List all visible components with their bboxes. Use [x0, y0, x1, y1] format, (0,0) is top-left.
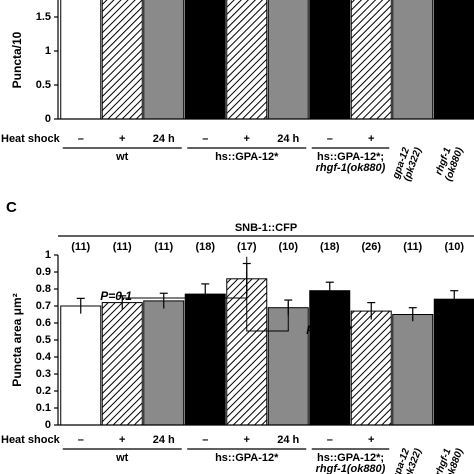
- heat-shock-label: +: [119, 133, 125, 145]
- group-label: hs::GPA-12*;: [317, 151, 384, 163]
- count-label: (11): [154, 241, 173, 253]
- heat-shock-label: 24 h: [153, 434, 175, 446]
- y-tick-label: 0.3: [36, 368, 51, 380]
- heat-shock-label: 24 h: [277, 434, 299, 446]
- bracket: [246, 272, 289, 332]
- bar: [226, 0, 268, 120]
- bar: [184, 0, 226, 120]
- heat-shock-label: +: [119, 434, 125, 446]
- count-label: (17): [237, 241, 257, 253]
- heat-shock-label: +: [368, 133, 374, 145]
- group-label: hs::GPA-12*: [215, 151, 279, 163]
- y-tick-label: 0.5: [36, 79, 51, 91]
- y-tick-label: 1: [45, 45, 51, 57]
- count-label: (18): [195, 241, 215, 253]
- heat-shock-label: –: [202, 434, 208, 446]
- bar: [392, 0, 434, 120]
- bar: [309, 290, 351, 426]
- heat-shock-label: –: [78, 133, 84, 145]
- heat-shock-label: –: [202, 133, 208, 145]
- bar: [60, 0, 102, 120]
- y-tick-label: 0.6: [36, 317, 51, 329]
- bar: [392, 314, 434, 426]
- row-label: Heat shock: [1, 434, 61, 446]
- bar: [101, 302, 143, 426]
- heat-shock-label: –: [327, 434, 333, 446]
- group-label: hs::GPA-12*;: [317, 452, 384, 464]
- heat-shock-label: +: [368, 434, 374, 446]
- bar: [350, 310, 392, 426]
- bar: [143, 300, 185, 426]
- y-axis-label: Puncta area μm²: [10, 293, 24, 386]
- bar: [101, 0, 143, 120]
- y-tick-label: 0: [45, 419, 51, 431]
- bar: [143, 0, 185, 120]
- plot-area: [60, 0, 474, 120]
- group-label: wt: [115, 452, 129, 464]
- chart-title: SNB-1::CFP: [235, 222, 297, 234]
- count-label: (10): [444, 241, 464, 253]
- bar: [433, 0, 474, 120]
- y-tick-label: 0.1: [36, 402, 51, 414]
- y-tick-label: 1.5: [36, 11, 51, 23]
- group-label: wt: [115, 151, 129, 163]
- bar: [433, 298, 474, 426]
- row-label: Heat shock: [1, 133, 61, 145]
- count-label: (11): [403, 241, 422, 253]
- heat-shock-label: –: [327, 133, 333, 145]
- group-label: hs::GPA-12*: [215, 452, 279, 464]
- plot-area: [60, 278, 474, 426]
- p-value: P=0.1: [100, 289, 132, 303]
- y-axis-label: Puncta/10: [10, 31, 24, 88]
- bar: [267, 0, 309, 120]
- y-tick-label: 0.2: [36, 385, 51, 397]
- y-tick-label: 0.5: [36, 334, 51, 346]
- heat-shock-label: +: [244, 434, 250, 446]
- count-label: (18): [320, 241, 340, 253]
- bar: [350, 0, 392, 120]
- panel-label: C: [6, 199, 17, 216]
- heat-shock-label: –: [78, 434, 84, 446]
- heat-shock-label: +: [244, 133, 250, 145]
- y-tick-label: 0.8: [36, 283, 51, 295]
- group-label: rhgf-1(ok880): [316, 463, 386, 474]
- y-tick-label: 0.4: [36, 351, 52, 363]
- y-tick-label: 1: [45, 249, 51, 261]
- heat-shock-label: 24 h: [153, 133, 175, 145]
- group-label: rhgf-1(ok880): [316, 162, 386, 174]
- heat-shock-label: 24 h: [277, 133, 299, 145]
- bar: [184, 293, 226, 426]
- p-value: P=0.272: [306, 323, 351, 337]
- count-label: (11): [113, 241, 132, 253]
- y-tick-label: 0.7: [36, 300, 51, 312]
- count-label: (10): [278, 241, 298, 253]
- y-tick-label: 0.9: [36, 266, 51, 278]
- y-tick-label: 0: [45, 113, 51, 125]
- count-label: (11): [71, 241, 90, 253]
- bar: [309, 0, 351, 120]
- bar: [60, 305, 102, 426]
- count-label: (26): [361, 241, 381, 253]
